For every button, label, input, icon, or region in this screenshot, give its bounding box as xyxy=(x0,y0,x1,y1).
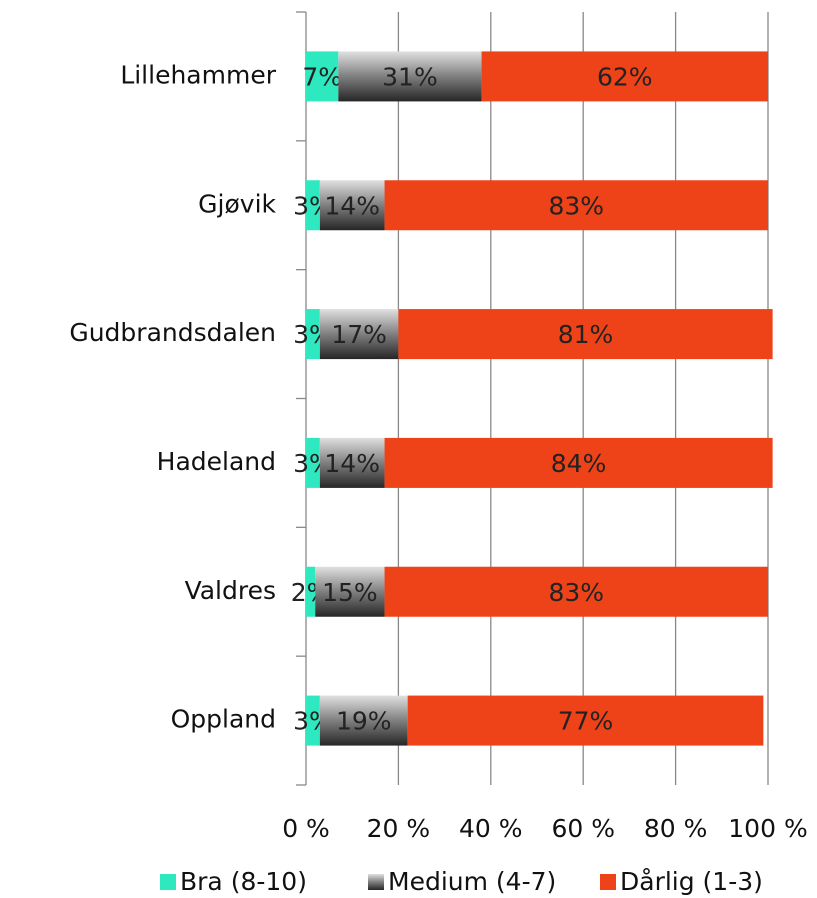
bar-segment xyxy=(306,695,320,746)
y-tick-label: Oppland xyxy=(171,705,276,734)
legend-swatch xyxy=(160,874,176,890)
x-tick-label: 20 % xyxy=(367,814,431,843)
y-tick-label: Gudbrandsdalen xyxy=(69,318,276,347)
data-label: 15% xyxy=(322,578,378,607)
x-tick-label: 60 % xyxy=(551,814,615,843)
data-label: 77% xyxy=(558,707,614,736)
bar-segment xyxy=(319,180,385,231)
bar-segment xyxy=(306,566,316,617)
x-tick-label: 80 % xyxy=(644,814,708,843)
bar-segment xyxy=(384,180,768,231)
data-label: 14% xyxy=(324,191,380,220)
data-label: 83% xyxy=(548,191,604,220)
bar-segment xyxy=(398,309,773,360)
bar-segment xyxy=(384,566,768,617)
bar-segment xyxy=(481,51,768,102)
x-tick-label: 100 % xyxy=(728,814,807,843)
legend-label: Medium (4-7) xyxy=(388,867,556,896)
y-tick-label: Lillehammer xyxy=(120,60,276,89)
legend-label: Dårlig (1-3) xyxy=(620,867,763,896)
bar-segment xyxy=(407,695,764,746)
data-label: 7% xyxy=(302,62,342,91)
bar-segment xyxy=(384,437,773,488)
data-label: 81% xyxy=(558,320,614,349)
data-label: 83% xyxy=(548,578,604,607)
data-label: 17% xyxy=(331,320,387,349)
legend-swatch xyxy=(368,874,384,890)
bar-segment xyxy=(338,51,482,102)
bar-segment xyxy=(306,180,320,231)
legend-label: Bra (8-10) xyxy=(180,867,307,896)
bar-segment xyxy=(319,695,408,746)
y-tick-label: Valdres xyxy=(185,576,276,605)
bar-segment xyxy=(319,437,385,488)
legend-swatch xyxy=(600,874,616,890)
data-label: 14% xyxy=(324,449,380,478)
data-label: 84% xyxy=(551,449,607,478)
x-tick-label: 40 % xyxy=(459,814,523,843)
bar-segment xyxy=(306,309,320,360)
data-label: 19% xyxy=(336,707,392,736)
data-label: 31% xyxy=(382,62,438,91)
bar-segment xyxy=(319,309,399,360)
y-tick-label: Gjøvik xyxy=(198,189,276,218)
y-tick-label: Hadeland xyxy=(157,447,276,476)
bar-segment xyxy=(306,437,320,488)
bar-segment xyxy=(315,566,385,617)
x-tick-label: 0 % xyxy=(282,814,330,843)
bar-segment xyxy=(306,51,339,102)
data-label: 62% xyxy=(597,62,653,91)
